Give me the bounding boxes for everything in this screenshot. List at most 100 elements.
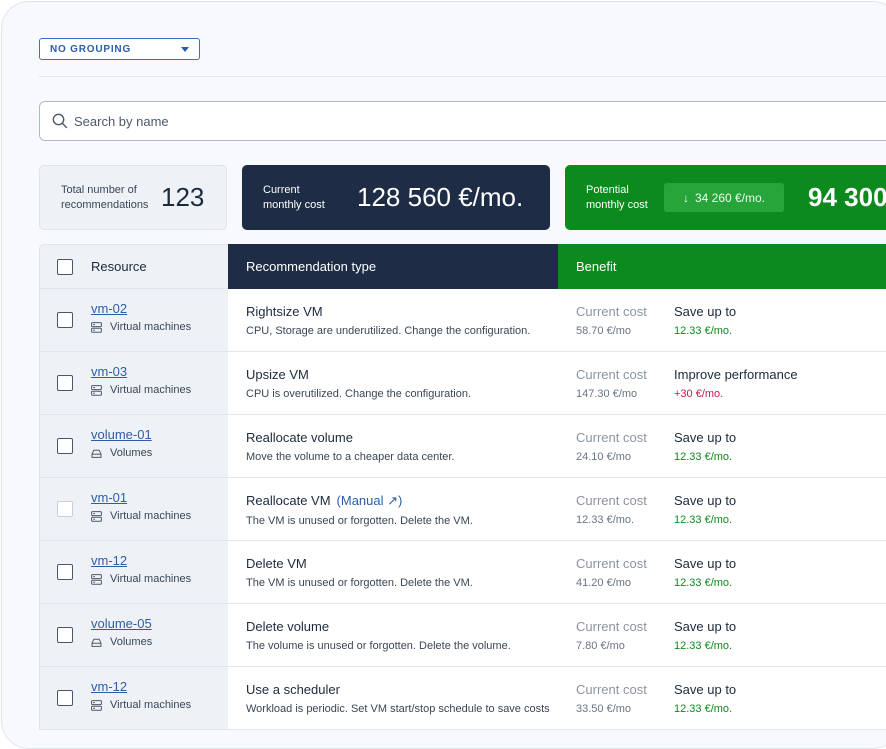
recommendation-title-text: Delete VM [246,556,307,571]
resource-type-label: Volumes [110,447,153,459]
row-checkbox [57,501,73,517]
benefit-savings: Improve performance +30 €/mo. [674,367,798,414]
resource-type: Virtual machines [91,321,191,333]
benefit-cell: Current cost 33.50 €/mo Save up to 12.33 €/… [558,667,886,729]
benefit-label: Save up to [674,493,737,508]
current-cost-value: 7.80 €/mo [576,640,625,652]
recommendation-title: Delete volume [246,619,558,634]
row-checkbox[interactable] [57,312,73,328]
recommendation-cell: Reallocate VM (Manual ↗) The VM is unused … [228,478,558,540]
table-row: volume-05 Volumes Delete volume The volume … [39,604,886,667]
resource-cell: vm-12 Virtual machines [39,541,228,603]
resource-type: Virtual machines [91,699,191,711]
benefit-label: Save up to [674,619,737,634]
recommendations-table: Resource Recommendation type Benefit vm-… [39,244,886,730]
row-checkbox[interactable] [57,690,73,706]
resource-header-label: Resource [91,259,147,274]
server-icon [91,510,106,522]
table-row: volume-01 Volumes Reallocate volume Move th… [39,415,886,478]
table-row: vm-03 Virtual machines Upsize VM CPU is ove… [39,352,886,415]
current-cost-value: 33.50 €/mo [576,703,632,715]
current-cost: Current cost 41.20 €/mo [558,556,674,603]
recommendation-cell: Use a scheduler Workload is periodic. Set… [228,667,558,729]
server-icon [91,384,106,396]
benefit-label: Save up to [674,304,737,319]
resource-link[interactable]: vm-12 [91,679,128,694]
recommendation-title-text: Rightsize VM [246,304,323,319]
benefit-cell: Current cost 12.33 €/mo. Save up to 12.33 €… [558,478,886,540]
volume-icon [91,637,106,648]
resource-column-header: Resource [39,244,228,289]
resource-link[interactable]: volume-05 [91,616,152,631]
resource-link[interactable]: vm-12 [91,553,128,568]
server-icon [91,573,106,585]
current-cost-value: 58.70 €/mo [576,325,632,337]
row-checkbox[interactable] [57,564,73,580]
benefit-savings: Save up to 12.33 €/mo. [674,430,736,477]
benefit-cell: Current cost 147.30 €/mo Improve performan… [558,352,886,414]
table-row: vm-12 Virtual machines Delete VM The VM is … [39,541,886,604]
resource-type: Volumes [91,447,152,459]
recommendation-description: CPU, Storage are underutilized. Change t… [246,325,531,337]
current-cost-label: Current cost [576,367,647,382]
grouping-label: NO GROUPING [50,43,132,55]
resource-link[interactable]: vm-02 [91,301,128,316]
resource-link[interactable]: vm-03 [91,364,128,379]
resource-type-label: Virtual machines [110,321,192,333]
current-cost-label: Current cost [576,493,647,508]
current-cost-value: 24.10 €/mo [576,451,632,463]
benefit-cell: Current cost 41.20 €/mo Save up to 12.33 €/… [558,541,886,603]
resource-cell: vm-12 Virtual machines [39,667,228,729]
recommendation-title: Reallocate VM (Manual ↗) [246,493,558,509]
table-body: vm-02 Virtual machines Rightsize VM CPU, St… [39,289,886,730]
resource-type-label: Virtual machines [110,510,192,522]
table-header: Resource Recommendation type Benefit [39,244,886,289]
grouping-dropdown[interactable]: NO GROUPING [39,38,200,60]
current-cost-value: 41.20 €/mo [576,577,632,589]
row-checkbox[interactable] [57,438,73,454]
benefit-cell: Current cost 7.80 €/mo Save up to 12.33 €/m… [558,604,886,666]
current-cost-label: Current cost [576,682,647,697]
benefit-value: 12.33 €/mo. [674,514,733,526]
row-checkbox[interactable] [57,627,73,643]
benefit-savings: Save up to 12.33 €/mo. [674,493,736,540]
row-checkbox[interactable] [57,375,73,391]
current-cost-value: 12.33 €/mo. [576,514,635,526]
benefit-label: Save up to [674,430,737,445]
recommendation-title: Use a scheduler [246,682,558,697]
search-icon [52,113,68,129]
recommendation-title: Rightsize VM [246,304,558,319]
benefit-savings: Save up to 12.33 €/mo. [674,304,736,351]
server-icon [91,699,106,711]
search-bar[interactable] [39,101,886,141]
current-cost: Current cost 33.50 €/mo [558,682,674,729]
recommendation-title-text: Delete volume [246,619,330,634]
benefit-label: Save up to [674,682,737,697]
benefit-column-header: Benefit [558,244,886,289]
current-cost: Current cost 7.80 €/mo [558,619,674,666]
recommendation-title-text: Reallocate volume [246,430,353,445]
manual-link[interactable]: (Manual ↗) [336,493,403,508]
search-input[interactable] [74,113,774,129]
benefit-value: 12.33 €/mo. [674,703,733,715]
current-cost: Current cost 58.70 €/mo [558,304,674,351]
resource-cell: volume-01 Volumes [39,415,228,477]
select-all-checkbox[interactable] [57,258,73,275]
benefit-cell: Current cost 58.70 €/mo Save up to 12.33 €/… [558,289,886,351]
resource-link[interactable]: volume-01 [91,427,152,442]
resource-link[interactable]: vm-01 [91,490,128,505]
recommendation-title: Upsize VM [246,367,558,382]
benefit-savings: Save up to 12.33 €/mo. [674,556,736,603]
recommendation-description: The volume is unused or forgotten. Delet… [246,640,511,652]
current-cost-label: Current monthly cost [263,183,325,211]
benefit-value: 12.33 €/mo. [674,451,733,463]
current-cost-value: 147.30 €/mo [576,388,638,400]
recommendation-cell: Reallocate volume Move the volume to a ch… [228,415,558,477]
table-row: vm-02 Virtual machines Rightsize VM CPU, St… [39,289,886,352]
potential-cost-value: 94 300 [808,182,886,212]
table-row: vm-01 Virtual machines Reallocate VM (Manua… [39,478,886,541]
potential-cost-label: Potential monthly cost [586,183,648,211]
recommendation-description: Workload is periodic. Set VM start/stop … [246,703,550,715]
potential-cost-card: Potential monthly cost ↓ 34 260 €/mo. 94… [565,165,886,230]
recommendation-title-text: Reallocate VM [246,493,331,508]
